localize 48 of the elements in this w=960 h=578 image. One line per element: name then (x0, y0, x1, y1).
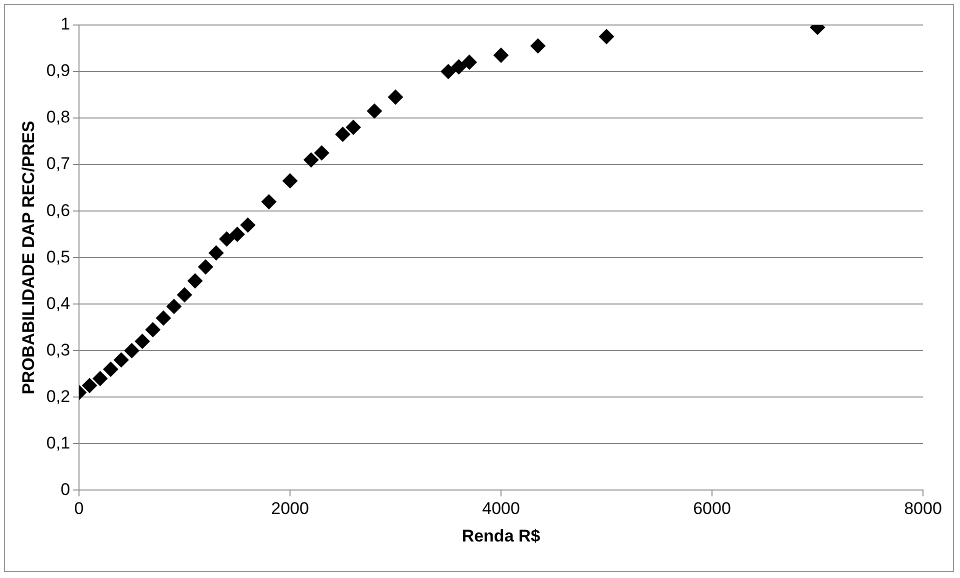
x-tick-label: 8000 (904, 499, 942, 518)
point (304, 152, 319, 168)
point (82, 378, 98, 394)
y-tick-label: 0,2 (46, 386, 70, 406)
point (462, 54, 477, 70)
point (103, 362, 118, 377)
point (599, 29, 614, 44)
x-tick-label: 6000 (693, 499, 731, 518)
point (219, 231, 234, 246)
x-tick-label: 2000 (271, 499, 309, 518)
point (134, 334, 150, 349)
point (124, 343, 140, 358)
point (198, 259, 214, 274)
point (145, 322, 160, 338)
point (530, 38, 546, 54)
y-tick-label: 0,9 (46, 61, 70, 80)
point (388, 90, 404, 105)
x-tick-label: 4000 (482, 499, 520, 518)
y-tick-label: 0,6 (46, 200, 70, 220)
point (440, 64, 456, 80)
y-tick-label: 0,5 (46, 247, 70, 266)
point (346, 120, 361, 135)
point (282, 173, 298, 188)
point (335, 126, 350, 142)
y-tick-label: 0,3 (46, 340, 70, 360)
y-axis-title: PROBABILIDADE DAP REC/PRES (18, 120, 38, 394)
y-tick-label: 0,4 (46, 294, 70, 313)
y-tick-label: 0,1 (46, 433, 70, 452)
point (166, 298, 182, 314)
point (92, 371, 108, 386)
point (177, 287, 192, 302)
point (188, 273, 203, 288)
point (261, 194, 276, 210)
point (230, 226, 245, 242)
point (494, 48, 509, 63)
x-axis-title: Renda R$ (462, 526, 541, 546)
point (156, 310, 171, 326)
y-tick-label: 1 (60, 14, 70, 34)
point (451, 59, 466, 74)
point (314, 145, 330, 160)
point (208, 245, 224, 260)
y-tick-label: 0,7 (46, 154, 70, 174)
y-tick-label: 0 (60, 480, 70, 499)
y-tick-label: 0,8 (46, 108, 70, 127)
x-tick-label: 0 (74, 499, 84, 518)
point (114, 352, 129, 368)
point (240, 218, 256, 233)
point (366, 104, 382, 119)
